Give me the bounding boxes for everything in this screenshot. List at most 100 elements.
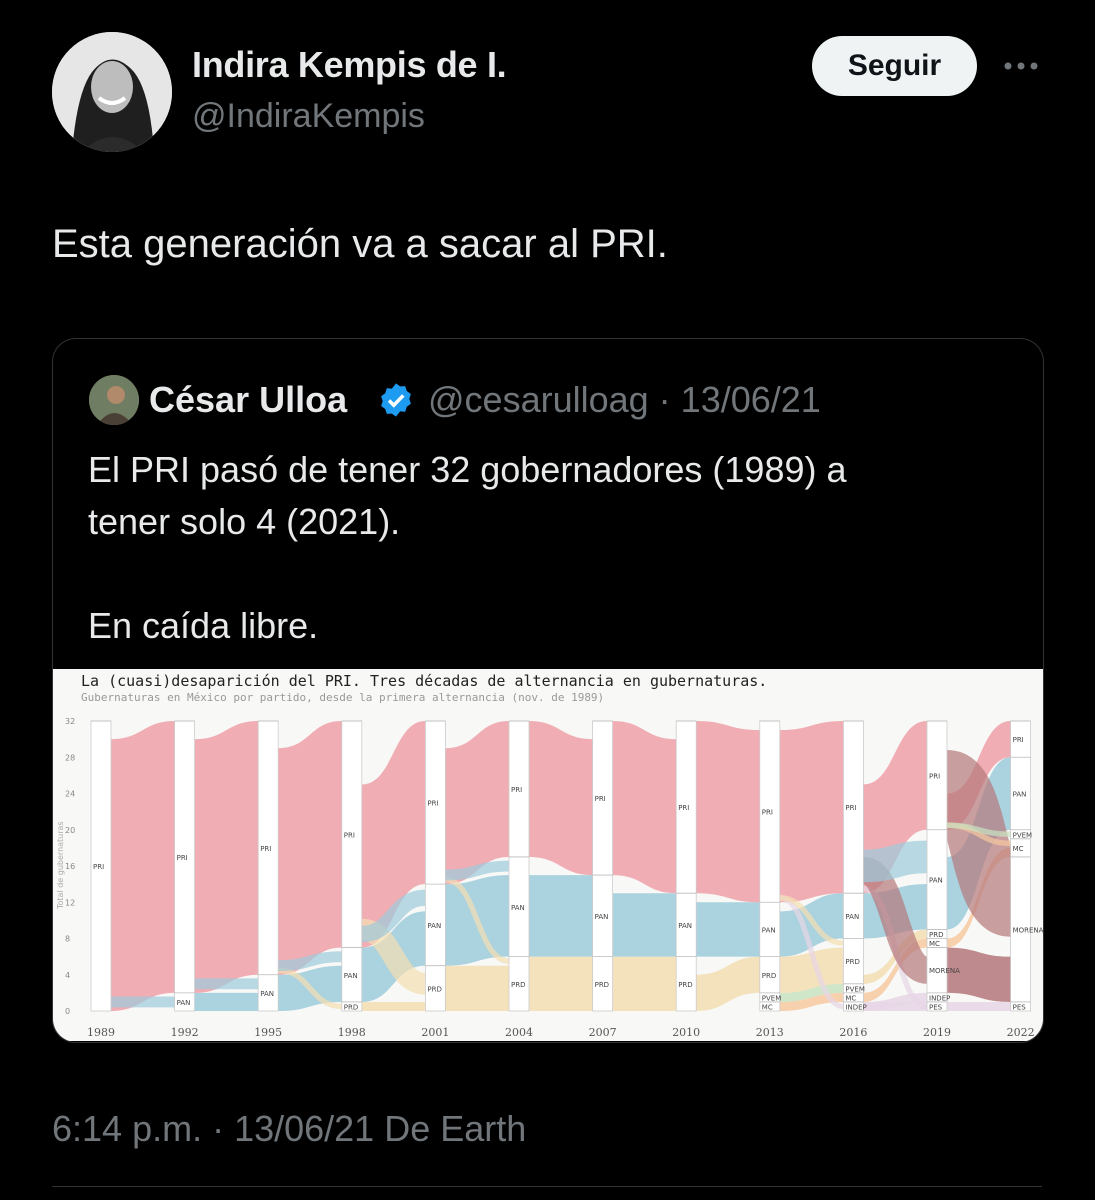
quoted-author-avatar[interactable] [89,375,139,425]
segment-label: PAN [177,999,191,1007]
segment-label: PRD [595,981,609,989]
segment-label: PRI [427,800,438,808]
flow-band [696,721,760,903]
segment-label: MC [762,1003,773,1011]
segment-label: PRI [929,772,940,780]
quoted-date[interactable]: 13/06/21 [680,379,821,420]
segment-label: PAN [929,877,943,885]
flow-transfer [946,822,1011,837]
flow-band [947,947,1011,1002]
y-tick-label: 32 [65,717,75,726]
segment-label: PRI [595,795,606,803]
flow-band [194,992,259,1011]
quoted-tweet[interactable]: César Ulloa @cesarulloag · 13/06/21 El P… [52,338,1044,1043]
flow-band [779,947,844,993]
flow-transfer [277,967,343,1010]
y-tick-label: 28 [65,753,75,762]
alluvial-chart: 0 4 8 12 16 20 24 28 32 Total de gubernaturas PRI 1… [56,717,1043,1039]
x-tick-label: 1992 [171,1026,199,1039]
segment-label: PRI [260,845,271,853]
segment-label: PRD [845,958,859,966]
segment-label: PRI [511,786,522,794]
segment-label: PVEM [762,994,781,1002]
flow-transfer [862,840,928,883]
segment-label: MC [1013,845,1024,853]
segment-label: PAN [595,913,609,921]
segment-label: PAN [762,926,776,934]
segment-label: PRD [929,931,943,939]
flow-transfer [779,895,844,946]
segment-label: PRD [678,981,692,989]
segment-label: PRI [344,831,355,839]
y-tick-label: 8 [65,935,70,944]
chart-title: La (cuasi)desaparición del PRI. Tres déc… [81,672,768,690]
year-column [759,720,781,1012]
flow-band [111,721,175,1011]
chart-subtitle: Gubernaturas en México por partido, desd… [81,691,605,704]
segment-label: PAN [678,922,692,930]
year-column [257,720,279,1012]
flow-band [529,956,593,1011]
flow-band [529,875,593,957]
segment-label: PRD [427,985,441,993]
x-tick-label: 2013 [756,1026,784,1039]
year-column [174,720,195,1012]
segment-label: PRI [678,804,689,812]
y-axis-label: Total de gubernaturas [56,821,65,910]
flow-band [696,902,760,957]
tweet-text: Esta generación va a sacar al PRI. [52,222,668,266]
x-tick-label: 2010 [672,1026,700,1039]
y-tick-label: 4 [65,971,70,980]
tweet-timestamp[interactable]: 6:14 p.m. · 13/06/21 De Earth [52,1108,527,1149]
year-column [424,720,446,1012]
year-column [675,720,697,1012]
more-options-icon[interactable] [1002,56,1040,76]
segment-label: PAN [511,904,525,912]
flow-transfer [932,749,1025,937]
flow-transfer [444,876,510,964]
quoted-meta: @cesarulloag · 13/06/21 [428,379,821,421]
x-tick-label: 2022 [1007,1026,1035,1039]
x-tick-label: 1989 [87,1026,115,1039]
author-avatar[interactable] [52,32,172,152]
author-handle[interactable]: @IndiraKempis [192,97,425,135]
chart-image[interactable]: 0 4 8 12 16 20 24 28 32 Total de gubernaturas PRI 1… [53,669,1043,1041]
segment-label: INDEP [845,1003,866,1011]
segment-label: PAN [845,913,859,921]
segment-label: PAN [260,990,274,998]
flow-band [779,721,844,903]
x-tick-label: 2001 [421,1026,449,1039]
flow-band [361,1001,426,1011]
quoted-author-handle[interactable]: @cesarulloag [428,379,649,420]
year-column [592,720,613,1012]
flow-band [863,938,927,1002]
flow-band [696,956,760,1011]
x-tick-label: 1995 [254,1026,282,1039]
y-tick-label: 24 [65,790,75,799]
segment-label: PRI [177,854,188,862]
segment-label: MORENA [929,967,960,975]
segment-label: PVEM [845,985,864,993]
flow-transfer [360,889,427,943]
author-name[interactable]: Indira Kempis de I. [192,44,507,85]
x-tick-label: 2019 [923,1026,951,1039]
year-column [843,720,864,1012]
follow-button[interactable]: Seguir [812,36,977,96]
flow-band [779,983,844,1002]
segment-label: PRI [1013,736,1024,744]
segment-label: PES [1013,1003,1027,1011]
y-tick-label: 12 [65,898,75,907]
quoted-text: El PRI pasó de tener 32 gobernadores (19… [88,444,1008,652]
x-tick-label: 1998 [338,1026,366,1039]
flow-band [278,721,342,975]
flow-band [612,721,677,894]
segment-label: INDEP [929,994,950,1002]
y-tick-label: 0 [65,1007,70,1016]
quoted-author-name[interactable]: César Ulloa [149,379,348,420]
year-column [508,720,530,1012]
segment-label: PRD [344,1003,358,1011]
segment-label: PAN [1013,791,1027,799]
segment-label: PRD [762,972,776,980]
segment-label: PRI [93,863,104,871]
flow-band [612,893,677,957]
